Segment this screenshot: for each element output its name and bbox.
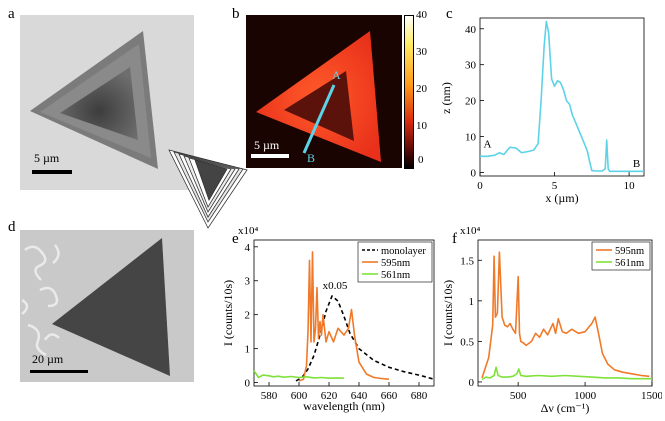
- panel-label-a: a: [8, 6, 15, 22]
- xtick-label: 500: [510, 390, 527, 402]
- scalebar-d: [30, 370, 88, 373]
- ytick-label: 0.5: [460, 336, 474, 348]
- chart-f-frame: [477, 239, 653, 387]
- ytick-label: 1: [245, 344, 251, 356]
- colorbar: [404, 15, 414, 169]
- ytick-label: 0: [471, 167, 477, 179]
- scalebar-label-a: 5 µm: [34, 151, 60, 165]
- legend-label: 561nm: [615, 258, 644, 269]
- colorbar-tick-30: 30: [416, 46, 427, 58]
- annotation-label: B: [633, 158, 640, 170]
- legend-label: 561nm: [381, 270, 410, 281]
- ytick-label: 1: [469, 296, 475, 308]
- chart-e-multiplier: x10⁴: [238, 225, 259, 237]
- flake-debris: [21, 244, 60, 357]
- sem-image-a: 5 µm: [20, 15, 194, 190]
- ytick-label: 10: [465, 132, 477, 144]
- ytick-label: 30: [465, 60, 477, 72]
- colorbar-tick-0: 0: [418, 154, 424, 166]
- chart-e-ylabel: I (counts/10s): [222, 280, 235, 346]
- sem-image-d: 20 µm: [20, 230, 194, 382]
- legend-label: 595nm: [615, 246, 644, 257]
- panel-label-c: c: [446, 6, 453, 22]
- map-inner-hole: [284, 71, 354, 141]
- chart-e-xlabel: wavelength (nm): [303, 399, 385, 413]
- scalebar-label-b: 5 µm: [254, 138, 280, 152]
- xtick-label: 1000: [574, 390, 597, 402]
- colorbar-tick-20: 20: [416, 83, 427, 95]
- xtick-label: 680: [411, 390, 428, 402]
- xtick-label: 5: [552, 180, 558, 192]
- scalebar-a: [32, 170, 72, 174]
- sem-triangle-d: [21, 238, 170, 376]
- series-line-561nm: [481, 366, 652, 381]
- ytick-label: 3: [245, 276, 251, 288]
- flake-triangle-d: [52, 238, 170, 376]
- colorbar-tick-40: 40: [416, 9, 427, 21]
- chart-c-frame: [479, 17, 645, 177]
- series-line-561nm: [253, 370, 345, 379]
- map-triangle-b: [251, 31, 381, 162]
- xtick-label: 1500: [641, 390, 662, 402]
- ytick-label: 0: [245, 378, 251, 390]
- series-line-595nm: [298, 251, 390, 382]
- legend-box: [591, 241, 651, 271]
- ytick-label: 1.5: [460, 255, 474, 267]
- chart-f-multiplier: x10⁴: [460, 225, 481, 237]
- chart-c-xlabel: x (µm): [545, 191, 578, 205]
- series-line-monolayer: [295, 295, 435, 382]
- panel-label-b: b: [232, 6, 240, 22]
- xtick-label: 640: [351, 390, 368, 402]
- ytick-label: 40: [465, 24, 477, 36]
- xtick-label: 660: [381, 390, 398, 402]
- ytick-label: 0: [469, 377, 475, 389]
- chart-f-ylabel: I (counts/10s): [441, 280, 455, 346]
- stacked-triangle-schematic: [168, 149, 248, 229]
- legend-label: 595nm: [381, 258, 410, 269]
- sem-triangle-a: [30, 31, 158, 174]
- marker-b-b: B: [307, 151, 316, 165]
- annotation-label: A: [483, 138, 491, 150]
- xtick-label: 10: [624, 180, 636, 192]
- scalebar-label-d: 20 µm: [32, 352, 64, 366]
- chart-c-ylabel: z (nm): [439, 82, 453, 114]
- xtick-label: 620: [321, 390, 338, 402]
- linecut-ab: [302, 84, 336, 154]
- xtick-label: 580: [261, 390, 278, 402]
- annotation-label: x0.05: [323, 280, 348, 292]
- chart-e: x10⁴ 580 600 620 640 660 680 0 1 2 3 4 x0.05 monol…: [222, 225, 435, 413]
- ytick-label: 4: [245, 242, 251, 254]
- panel-label-f: f: [452, 231, 457, 247]
- scalebar-b: [251, 154, 289, 158]
- xtick-label: 600: [291, 390, 308, 402]
- chart-c: 0 5 10 0 10 20 30 40 A B x (µm) z (nm): [439, 17, 645, 205]
- inner-triangle-shape: [60, 67, 138, 140]
- ytick-label: 20: [465, 96, 477, 108]
- ytick-label: 2: [245, 310, 251, 322]
- legend-label: monolayer: [381, 246, 426, 257]
- chart-f-xlabel: Δν (cm⁻¹): [541, 401, 590, 415]
- chart-e-frame: [253, 239, 435, 387]
- panel-label-e: e: [232, 231, 239, 247]
- marker-a-b: A: [332, 68, 341, 82]
- intensity-map-b: A B 5 µm: [246, 15, 402, 168]
- colorbar-tick-10: 10: [416, 120, 427, 132]
- series-line-height-profile: [480, 20, 644, 173]
- panel-label-d: d: [8, 219, 16, 235]
- xtick-label: 0: [477, 180, 483, 192]
- series-line-595nm: [481, 251, 650, 379]
